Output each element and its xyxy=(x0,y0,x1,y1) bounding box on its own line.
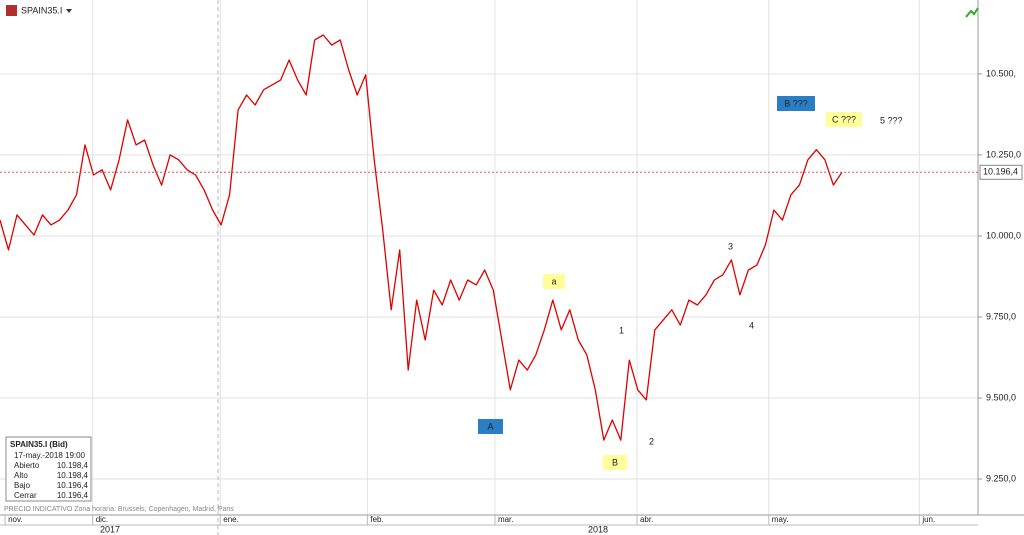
x-tick-label: ene. xyxy=(223,515,239,524)
year-label: 2017 xyxy=(100,524,120,534)
footer: PRECIO INDICATIVO Zona horaria: Brussels… xyxy=(4,506,234,513)
dropdown-arrow[interactable] xyxy=(66,9,72,13)
annotation: C ??? xyxy=(832,114,856,124)
y-tick-label: 9.750,0 xyxy=(986,311,1016,321)
annotation-box xyxy=(603,455,627,470)
instrument-icon xyxy=(6,5,17,16)
info-box: SPAIN35.I (Bid) 17-may.-2018 19:00 Abier… xyxy=(5,436,92,502)
grid xyxy=(0,0,978,515)
info-date: 17-may.-2018 19:00 xyxy=(14,451,86,460)
info-key: Abierto xyxy=(14,461,40,470)
info-value: 10.198,4 xyxy=(57,471,89,480)
annotation: 3 xyxy=(728,241,733,251)
info-key: Cerrar xyxy=(14,491,37,500)
price-line xyxy=(0,34,843,441)
info-key: Bajo xyxy=(14,481,31,490)
info-key: Alto xyxy=(14,471,28,480)
x-tick-label: nov. xyxy=(8,515,23,524)
current-price-box xyxy=(979,164,1023,180)
info-value: 10.196,4 xyxy=(57,481,89,490)
annotation: B xyxy=(612,457,618,467)
trend-icon xyxy=(965,7,979,18)
annotation-box xyxy=(777,96,815,111)
annotation: a xyxy=(551,276,556,286)
annotation-box xyxy=(543,274,565,289)
y-tick-label: 10.500, xyxy=(986,68,1016,78)
annotation: 4 xyxy=(749,320,754,330)
x-tick-label: abr. xyxy=(640,515,653,524)
info-value: 10.198,4 xyxy=(57,461,89,470)
annotation-box xyxy=(826,112,862,127)
info-title: SPAIN35.I (Bid) xyxy=(10,440,68,449)
x-tick-label: mar. xyxy=(498,515,514,524)
x-tick-label: feb. xyxy=(370,515,383,524)
annotation: B ??? xyxy=(784,98,808,108)
y-tick-label: 10.000,0 xyxy=(986,230,1021,240)
plot xyxy=(0,34,843,441)
x-tick-label: may. xyxy=(772,515,789,524)
info-frame xyxy=(5,436,92,502)
annotation: A xyxy=(487,421,493,431)
annotation: 1 xyxy=(619,325,624,335)
x-tick-label: jun. xyxy=(921,515,935,524)
year-label: 2018 xyxy=(588,524,608,534)
y-tick-label: 9.250,0 xyxy=(986,473,1016,483)
instrument[interactable]: SPAIN35.I xyxy=(21,5,62,15)
annotation: 5 ??? xyxy=(880,115,903,125)
current-price-label: 10.196,4 xyxy=(983,167,1018,177)
x-tick-label: dic. xyxy=(96,515,108,524)
annotation-box xyxy=(478,419,503,434)
annotation: 2 xyxy=(649,436,654,446)
y-tick-label: 9.500,0 xyxy=(986,392,1016,402)
info-value: 10.196,4 xyxy=(57,491,89,500)
y-tick-label: 10.250,0 xyxy=(986,149,1021,159)
info-rows: Abierto 10.198,4 Alto 10.198,4 Bajo 10.196,4 C… xyxy=(14,461,89,500)
